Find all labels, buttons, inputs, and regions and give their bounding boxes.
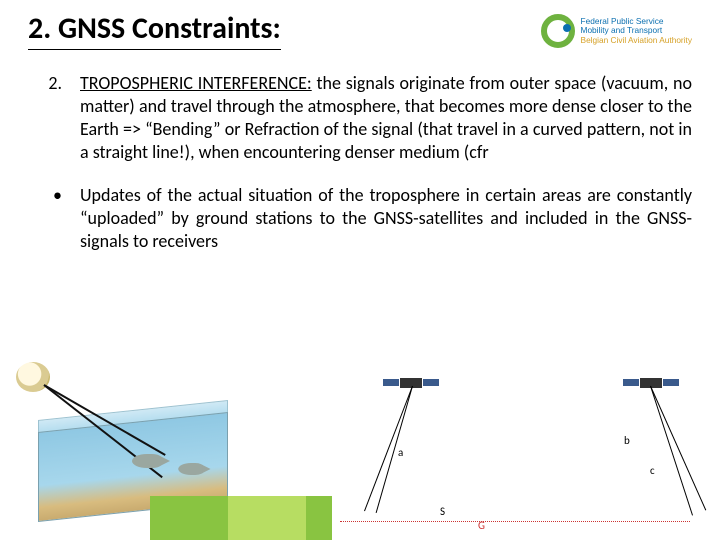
ground-line (340, 521, 690, 522)
slide-title: 2. GNSS Constraints: (28, 10, 281, 50)
decor-block (306, 496, 332, 540)
diagram-label: b (624, 434, 630, 447)
decor-block (150, 496, 228, 540)
item-marker: 2. (40, 72, 62, 164)
body-list: 2. TROPOSPHERIC INTERFERENCE: the signal… (28, 72, 692, 253)
slide: 2. GNSS Constraints: Federal Public Serv… (0, 0, 720, 540)
item-rest: Updates of the actual situation of the t… (80, 184, 692, 252)
item-lead: TROPOSPHERIC INTERFERENCE: (80, 72, 312, 94)
item-marker: • (40, 184, 62, 253)
signal-beam (650, 386, 693, 516)
diagram-label: a (398, 446, 403, 459)
item-text: TROPOSPHERIC INTERFERENCE: the signals o… (80, 72, 692, 164)
diagram-label: S (440, 505, 445, 518)
header: 2. GNSS Constraints: Federal Public Serv… (28, 10, 692, 50)
signal-beam (364, 386, 413, 511)
org-logo: Federal Public Service Mobility and Tran… (541, 14, 692, 48)
fish-icon (132, 454, 162, 468)
template-decor (150, 496, 332, 540)
logo-text: Federal Public Service Mobility and Tran… (581, 17, 692, 46)
list-item: 2. TROPOSPHERIC INTERFERENCE: the signal… (40, 72, 692, 164)
decor-block (228, 496, 306, 540)
illustrations: S G a b c (0, 370, 720, 540)
satellite-geometry-illustration: S G a b c (340, 372, 690, 532)
logo-line-3: Belgian Civil Aviation Authority (581, 36, 692, 46)
fish-icon (178, 463, 204, 475)
item-text: Updates of the actual situation of the t… (80, 184, 692, 253)
logo-icon (541, 14, 575, 48)
signal-beam (650, 386, 706, 511)
signal-beam (376, 386, 413, 513)
list-item: • Updates of the actual situation of the… (40, 184, 692, 253)
refraction-tank-illustration (14, 362, 224, 512)
diagram-label: G (478, 519, 485, 532)
diagram-label: c (650, 464, 655, 477)
